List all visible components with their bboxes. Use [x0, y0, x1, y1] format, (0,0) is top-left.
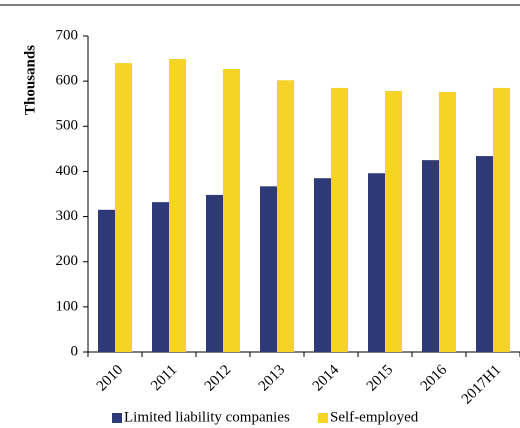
bar [385, 91, 402, 353]
y-tick-label: 200 [56, 253, 79, 269]
legend-label: Limited liability companies [124, 409, 290, 425]
x-tick-label: 2013 [256, 362, 289, 395]
x-tick-label: 2014 [310, 362, 343, 395]
y-tick-label: 0 [71, 343, 79, 359]
x-tick-label: 2017H1 [459, 362, 504, 407]
bar [422, 160, 439, 352]
bar [314, 178, 331, 352]
bar [368, 173, 385, 352]
y-tick-label: 500 [56, 118, 79, 134]
bar [223, 68, 240, 352]
y-tick-label: 600 [56, 73, 79, 89]
y-tick-label: 100 [56, 298, 79, 314]
bar [98, 209, 115, 352]
bar [277, 80, 294, 353]
legend-label: Self-employed [330, 409, 419, 425]
bar [152, 202, 169, 352]
bar [493, 87, 510, 353]
bar [331, 87, 348, 353]
y-axis-label: Thousands [22, 45, 38, 115]
x-tick-label: 2012 [202, 362, 235, 395]
x-tick-label: 2011 [148, 362, 180, 394]
x-tick-label: 2015 [364, 362, 397, 395]
bar [439, 91, 456, 352]
bar [115, 63, 132, 352]
bar [206, 194, 223, 352]
legend-swatch [112, 413, 122, 423]
bar [169, 59, 186, 352]
y-tick-label: 400 [56, 163, 79, 179]
legend-swatch [318, 413, 328, 423]
bar [260, 186, 277, 352]
y-tick-label: 300 [56, 208, 79, 224]
x-tick-label: 2010 [94, 362, 127, 395]
bar [476, 156, 493, 352]
x-tick-label: 2016 [418, 362, 451, 395]
y-tick-label: 700 [56, 27, 79, 43]
